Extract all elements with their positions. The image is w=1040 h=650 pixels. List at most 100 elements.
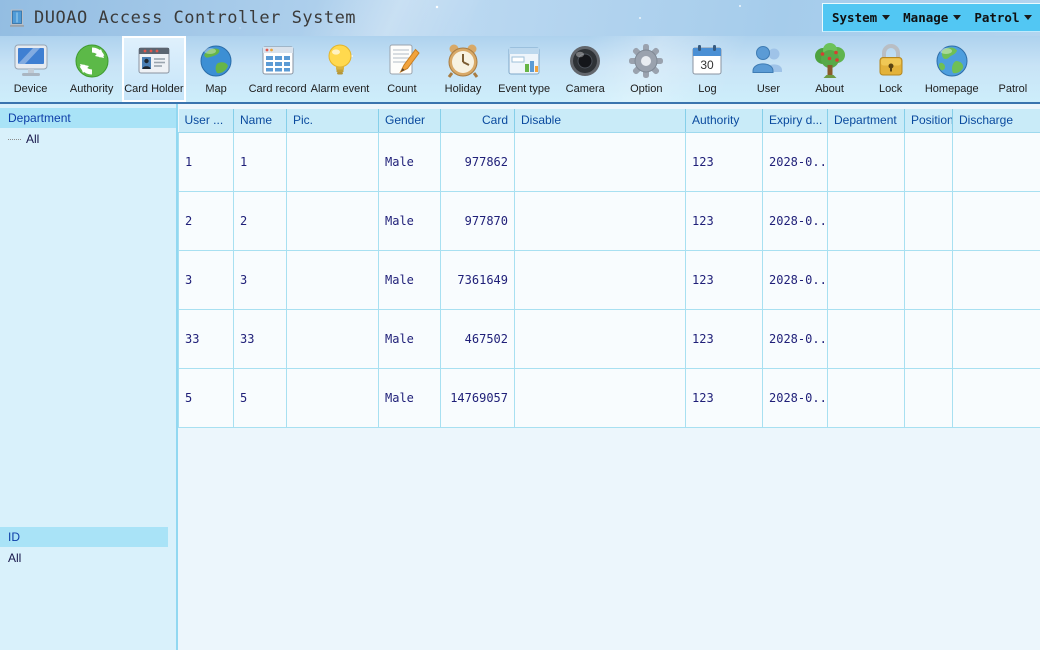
cell-department[interactable] xyxy=(827,249,905,310)
cell-authority[interactable]: 123 xyxy=(685,131,763,192)
cell-disable[interactable] xyxy=(514,249,686,310)
cell-name[interactable]: 33 xyxy=(233,308,287,369)
cell-position[interactable] xyxy=(904,367,953,428)
cell-pic[interactable] xyxy=(286,308,379,369)
cell-authority[interactable]: 123 xyxy=(685,367,763,428)
cell-discharge[interactable] xyxy=(952,131,1040,192)
cell-user-id[interactable]: 1 xyxy=(178,131,234,192)
toolbar-item-user[interactable]: User xyxy=(738,36,799,102)
gear-icon xyxy=(626,41,666,81)
column-header-name[interactable]: Name xyxy=(233,109,287,133)
column-header-disable[interactable]: Disable xyxy=(514,109,686,133)
toolbar-item-device[interactable]: Device xyxy=(0,36,61,102)
column-header-authority[interactable]: Authority xyxy=(685,109,763,133)
cell-name[interactable]: 1 xyxy=(233,131,287,192)
cell-gender[interactable]: Male xyxy=(378,367,441,428)
cell-position[interactable] xyxy=(904,308,953,369)
column-header-discharge[interactable]: Discharge xyxy=(952,109,1040,133)
cell-pic[interactable] xyxy=(286,249,379,310)
column-header-position[interactable]: Position xyxy=(904,109,953,133)
toolbar-item-alarm-event[interactable]: Alarm event xyxy=(309,36,372,102)
window-chart-icon xyxy=(504,41,544,81)
toolbar: Device Authority xyxy=(0,36,1040,102)
cell-user-id[interactable]: 2 xyxy=(178,190,234,251)
cell-card[interactable]: 467502 xyxy=(440,308,515,369)
cell-gender[interactable]: Male xyxy=(378,249,441,310)
cell-name[interactable]: 2 xyxy=(233,190,287,251)
cell-card[interactable]: 7361649 xyxy=(440,249,515,310)
toolbar-item-homepage[interactable]: Homepage xyxy=(921,36,982,102)
toolbar-item-patrol[interactable]: Patrol xyxy=(982,36,1040,102)
toolbar-item-about[interactable]: About xyxy=(799,36,860,102)
cell-authority[interactable]: 123 xyxy=(685,308,763,369)
cell-authority[interactable]: 123 xyxy=(685,249,763,310)
cell-department[interactable] xyxy=(827,367,905,428)
menu-manage[interactable]: Manage xyxy=(903,10,962,25)
cell-name[interactable]: 5 xyxy=(233,367,287,428)
toolbar-item-event-type[interactable]: Event type xyxy=(494,36,555,102)
cell-expiry[interactable]: 2028-0... xyxy=(762,367,828,428)
column-header-user-id[interactable]: User ... xyxy=(178,109,234,133)
notepad-pencil-icon xyxy=(382,41,422,81)
cell-position[interactable] xyxy=(904,131,953,192)
toolbar-item-map[interactable]: Map xyxy=(186,36,247,102)
calendar-icon: 30 xyxy=(687,41,727,81)
toolbar-item-card-record[interactable]: Card record xyxy=(247,36,309,102)
table-row: 2 2 Male 977870 123 2028-0... xyxy=(178,190,1040,251)
cell-disable[interactable] xyxy=(514,308,686,369)
cell-position[interactable] xyxy=(904,190,953,251)
cell-disable[interactable] xyxy=(514,131,686,192)
cell-card[interactable]: 977870 xyxy=(440,190,515,251)
tree-icon xyxy=(810,41,850,81)
cell-pic[interactable] xyxy=(286,367,379,428)
cell-discharge[interactable] xyxy=(952,367,1040,428)
toolbar-label: Event type xyxy=(498,83,551,95)
toolbar-item-log[interactable]: 30 Log xyxy=(677,36,738,102)
cell-discharge[interactable] xyxy=(952,308,1040,369)
column-header-card[interactable]: Card xyxy=(440,109,515,133)
toolbar-item-authority[interactable]: Authority xyxy=(61,36,122,102)
toolbar-item-camera[interactable]: Camera xyxy=(555,36,616,102)
camera-lens-icon xyxy=(565,41,605,81)
toolbar-item-card-holder[interactable]: Card Holder xyxy=(122,36,186,102)
cell-card[interactable]: 977862 xyxy=(440,131,515,192)
cell-expiry[interactable]: 2028-0... xyxy=(762,190,828,251)
cell-authority[interactable]: 123 xyxy=(685,190,763,251)
column-header-expiry[interactable]: Expiry d... xyxy=(762,109,828,133)
cell-name[interactable]: 3 xyxy=(233,249,287,310)
cell-card[interactable]: 14769057 xyxy=(440,367,515,428)
cell-disable[interactable] xyxy=(514,367,686,428)
menu-patrol[interactable]: Patrol xyxy=(974,10,1033,25)
toolbar-item-holiday[interactable]: Holiday xyxy=(432,36,493,102)
toolbar-label: Card record xyxy=(248,83,307,95)
cell-disable[interactable] xyxy=(514,190,686,251)
cell-user-id[interactable]: 5 xyxy=(178,367,234,428)
toolbar-item-count[interactable]: Count xyxy=(371,36,432,102)
cell-discharge[interactable] xyxy=(952,190,1040,251)
cell-gender[interactable]: Male xyxy=(378,308,441,369)
column-header-gender[interactable]: Gender xyxy=(378,109,441,133)
toolbar-item-option[interactable]: Option xyxy=(616,36,677,102)
cell-expiry[interactable]: 2028-0... xyxy=(762,308,828,369)
cell-expiry[interactable]: 2028-0... xyxy=(762,131,828,192)
menu-system[interactable]: System xyxy=(832,10,891,25)
column-header-department[interactable]: Department xyxy=(827,109,905,133)
column-header-pic[interactable]: Pic. xyxy=(286,109,379,133)
cell-discharge[interactable] xyxy=(952,249,1040,310)
cell-user-id[interactable]: 3 xyxy=(178,249,234,310)
cell-pic[interactable] xyxy=(286,131,379,192)
toolbar-label: Card Holder xyxy=(124,83,184,95)
tree-item-department-all[interactable]: All xyxy=(0,128,176,149)
toolbar-item-lock[interactable]: Lock xyxy=(860,36,921,102)
cell-expiry[interactable]: 2028-0... xyxy=(762,249,828,310)
cell-department[interactable] xyxy=(827,131,905,192)
cell-pic[interactable] xyxy=(286,190,379,251)
cell-department[interactable] xyxy=(827,190,905,251)
cell-user-id[interactable]: 33 xyxy=(178,308,234,369)
cell-gender[interactable]: Male xyxy=(378,131,441,192)
menu-system-label: System xyxy=(832,10,878,25)
cell-position[interactable] xyxy=(904,249,953,310)
cell-department[interactable] xyxy=(827,308,905,369)
cell-gender[interactable]: Male xyxy=(378,190,441,251)
tree-item-id-all[interactable]: All xyxy=(0,547,176,568)
